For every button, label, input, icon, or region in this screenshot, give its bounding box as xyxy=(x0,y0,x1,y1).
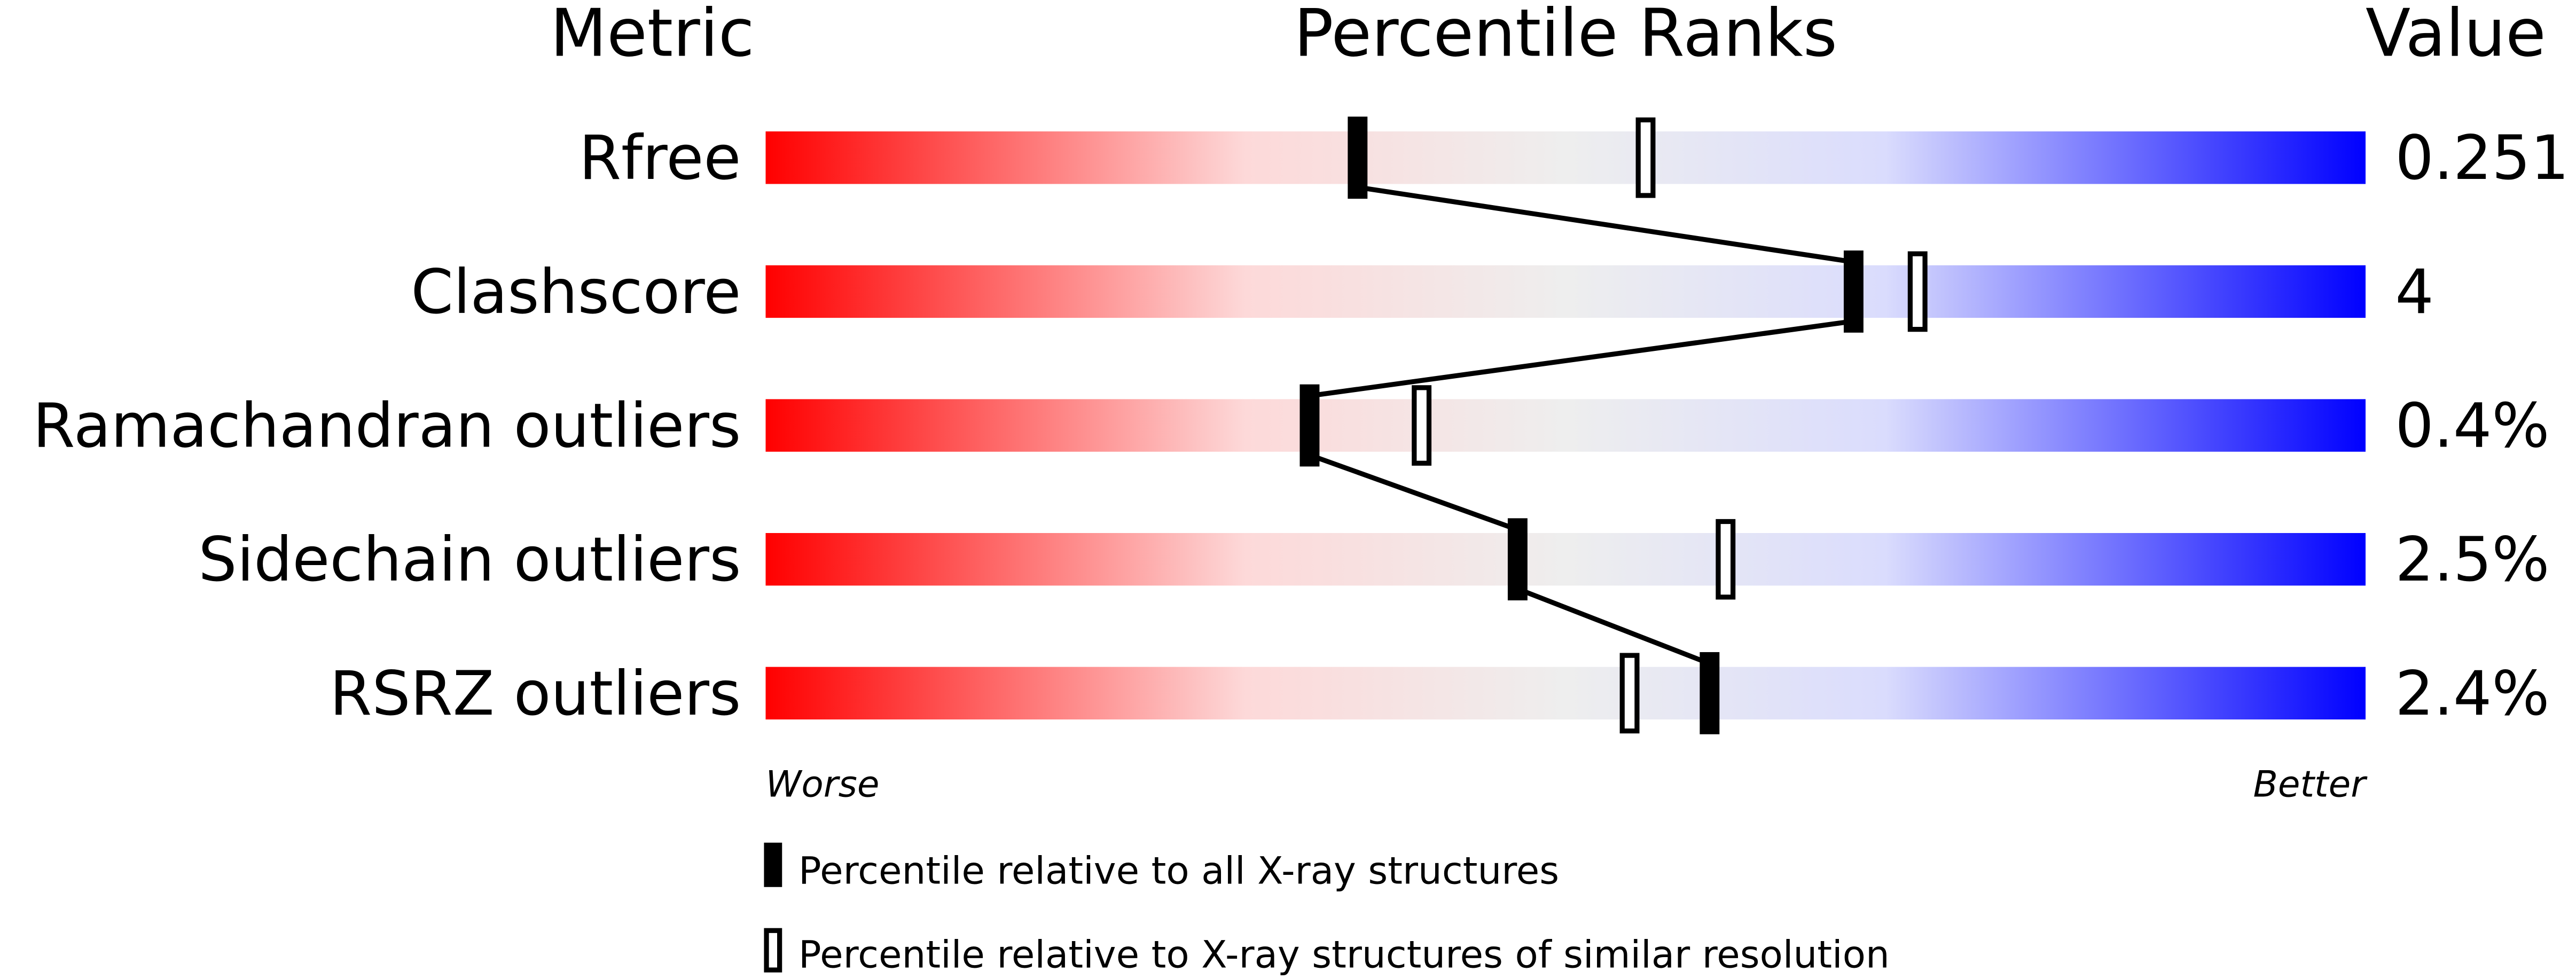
legend-all-label: Percentile relative to all X-ray structu… xyxy=(798,849,1559,893)
similar-resolution-marker xyxy=(1412,385,1432,466)
metric-label: RSRZ outliers xyxy=(330,658,741,729)
metric-label: Clashscore xyxy=(411,256,741,327)
axis-label-worse: Worse xyxy=(765,763,879,805)
metric-value: 0.4% xyxy=(2395,390,2549,461)
percentile-bar xyxy=(765,399,2366,452)
all-structures-marker xyxy=(1299,384,1320,467)
all-structures-marker xyxy=(1507,518,1528,601)
legend-hollow-marker-icon xyxy=(764,928,782,973)
percentile-bar xyxy=(765,265,2366,318)
axis-label-better: Better xyxy=(2253,763,2368,805)
similar-resolution-marker xyxy=(1716,519,1736,600)
connector-line xyxy=(1309,452,1518,532)
metric-value: 0.251 xyxy=(2395,122,2569,193)
legend-filled-marker-icon xyxy=(764,842,782,887)
metric-label: Ramachandran outliers xyxy=(33,390,741,461)
metric-label: Rfree xyxy=(579,122,741,193)
connector-line xyxy=(1357,185,1854,265)
header-metric: Metric xyxy=(550,0,754,72)
percentile-bar xyxy=(765,533,2366,586)
all-structures-marker xyxy=(1700,652,1720,734)
metric-value: 2.5% xyxy=(2395,524,2549,595)
metric-value: 4 xyxy=(2395,256,2433,327)
similar-resolution-marker xyxy=(1907,251,1928,332)
connector-line xyxy=(1516,586,1711,666)
header-value: Value xyxy=(2366,0,2546,72)
similar-resolution-marker xyxy=(1635,117,1656,198)
connector-line xyxy=(1309,318,1854,398)
metric-value: 2.4% xyxy=(2395,658,2549,729)
metric-label: Sidechain outliers xyxy=(198,524,741,595)
header-percentile-ranks: Percentile Ranks xyxy=(1294,0,1837,72)
all-structures-marker xyxy=(1348,116,1368,199)
legend-similar-label: Percentile relative to X-ray structures … xyxy=(798,932,1890,976)
percentile-bar xyxy=(765,667,2366,720)
all-structures-marker xyxy=(1844,250,1864,333)
percentile-bar xyxy=(765,131,2366,184)
similar-resolution-marker xyxy=(1619,653,1640,734)
